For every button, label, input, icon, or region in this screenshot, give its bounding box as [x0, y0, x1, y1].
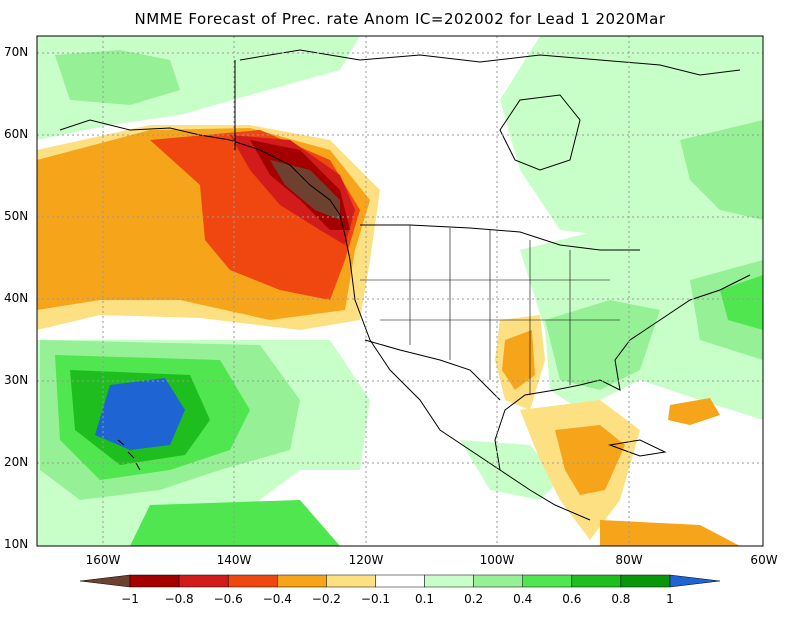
lon-label-80w: 80W [615, 553, 643, 567]
lon-label-120w: 120W [348, 553, 384, 567]
lat-label-30n: 30N [4, 373, 29, 387]
land-outlines [59, 49, 751, 521]
colorbar-swatch [227, 574, 278, 588]
anomaly-positive-southeast [545, 300, 660, 390]
colorbar-swatch [277, 574, 327, 588]
colorbar-label: 1 [666, 592, 674, 606]
colorbar-swatch [473, 574, 523, 588]
anomaly-positive-alaska [55, 50, 180, 105]
colorbar [79, 574, 721, 588]
coast-gulf [494, 274, 751, 471]
anomaly-positive-central-america [460, 440, 560, 500]
colorbar-max-arrow [669, 574, 721, 588]
anomaly-negative-coast-peak [270, 160, 340, 220]
coast-north-america-west [344, 234, 591, 521]
lon-label-60w: 60W [750, 553, 778, 567]
hawaii-islands [117, 439, 141, 471]
anomaly-positive-atlantic-core [720, 275, 763, 330]
colorbar-label: −0.2 [311, 592, 341, 606]
lat-label-20n: 20N [4, 455, 29, 469]
colorbar-label: 0.6 [562, 592, 582, 606]
anomaly-negative-south-america [600, 520, 740, 546]
colorbar-min-arrow [79, 574, 131, 588]
graticule [37, 36, 763, 546]
colorbar-swatch [129, 574, 180, 588]
lon-label-100w: 100W [479, 553, 515, 567]
colorbar-swatch [522, 574, 573, 588]
lat-label-40n: 40N [4, 291, 29, 305]
anomaly-negative-texas-core [502, 330, 535, 390]
state-borders [360, 225, 620, 395]
lon-label-140w: 140W [216, 553, 252, 567]
anomaly-positive-hawaii-max [95, 378, 185, 450]
colorbar-label: 0.8 [611, 592, 631, 606]
colorbar-label: 0.1 [414, 592, 435, 606]
lat-label-70n: 70N [4, 45, 29, 59]
anomaly-negative-atlantic-patch [668, 398, 720, 425]
colorbar-swatch [178, 574, 229, 588]
colorbar-label: −0.6 [213, 592, 243, 606]
lon-label-160w: 160W [85, 553, 121, 567]
colorbar-swatch [571, 574, 622, 588]
anomaly-positive-labrador [680, 120, 763, 220]
coast-canada-north [239, 49, 741, 76]
colorbar-label: 0.4 [513, 592, 533, 606]
map-frame [36, 35, 764, 547]
colorbar-swatch [424, 574, 474, 588]
anomaly-negative-gulf-core [555, 425, 625, 495]
colorbar-label: −1 [121, 592, 139, 606]
colorbar-label: −0.1 [360, 592, 391, 606]
colorbar-swatch [375, 574, 425, 588]
anomaly-positive-south-pacific [130, 500, 340, 546]
cuba [608, 439, 667, 457]
border-us-mexico [364, 339, 501, 401]
lat-label-50n: 50N [4, 209, 29, 223]
map-title: NMME Forecast of Prec. rate Anom IC=2020… [134, 10, 666, 28]
colorbar-label: −0.4 [262, 592, 292, 606]
colorbar-label: −0.8 [164, 592, 194, 606]
colorbar-label: 0.2 [464, 592, 484, 606]
coast-alaska [59, 119, 346, 236]
lat-label-60n: 60N [4, 127, 29, 141]
coast-hudson-bay [499, 94, 581, 171]
lat-label-10n: 10N [4, 537, 29, 551]
colorbar-swatch [620, 574, 671, 588]
colorbar-swatch [326, 574, 376, 588]
